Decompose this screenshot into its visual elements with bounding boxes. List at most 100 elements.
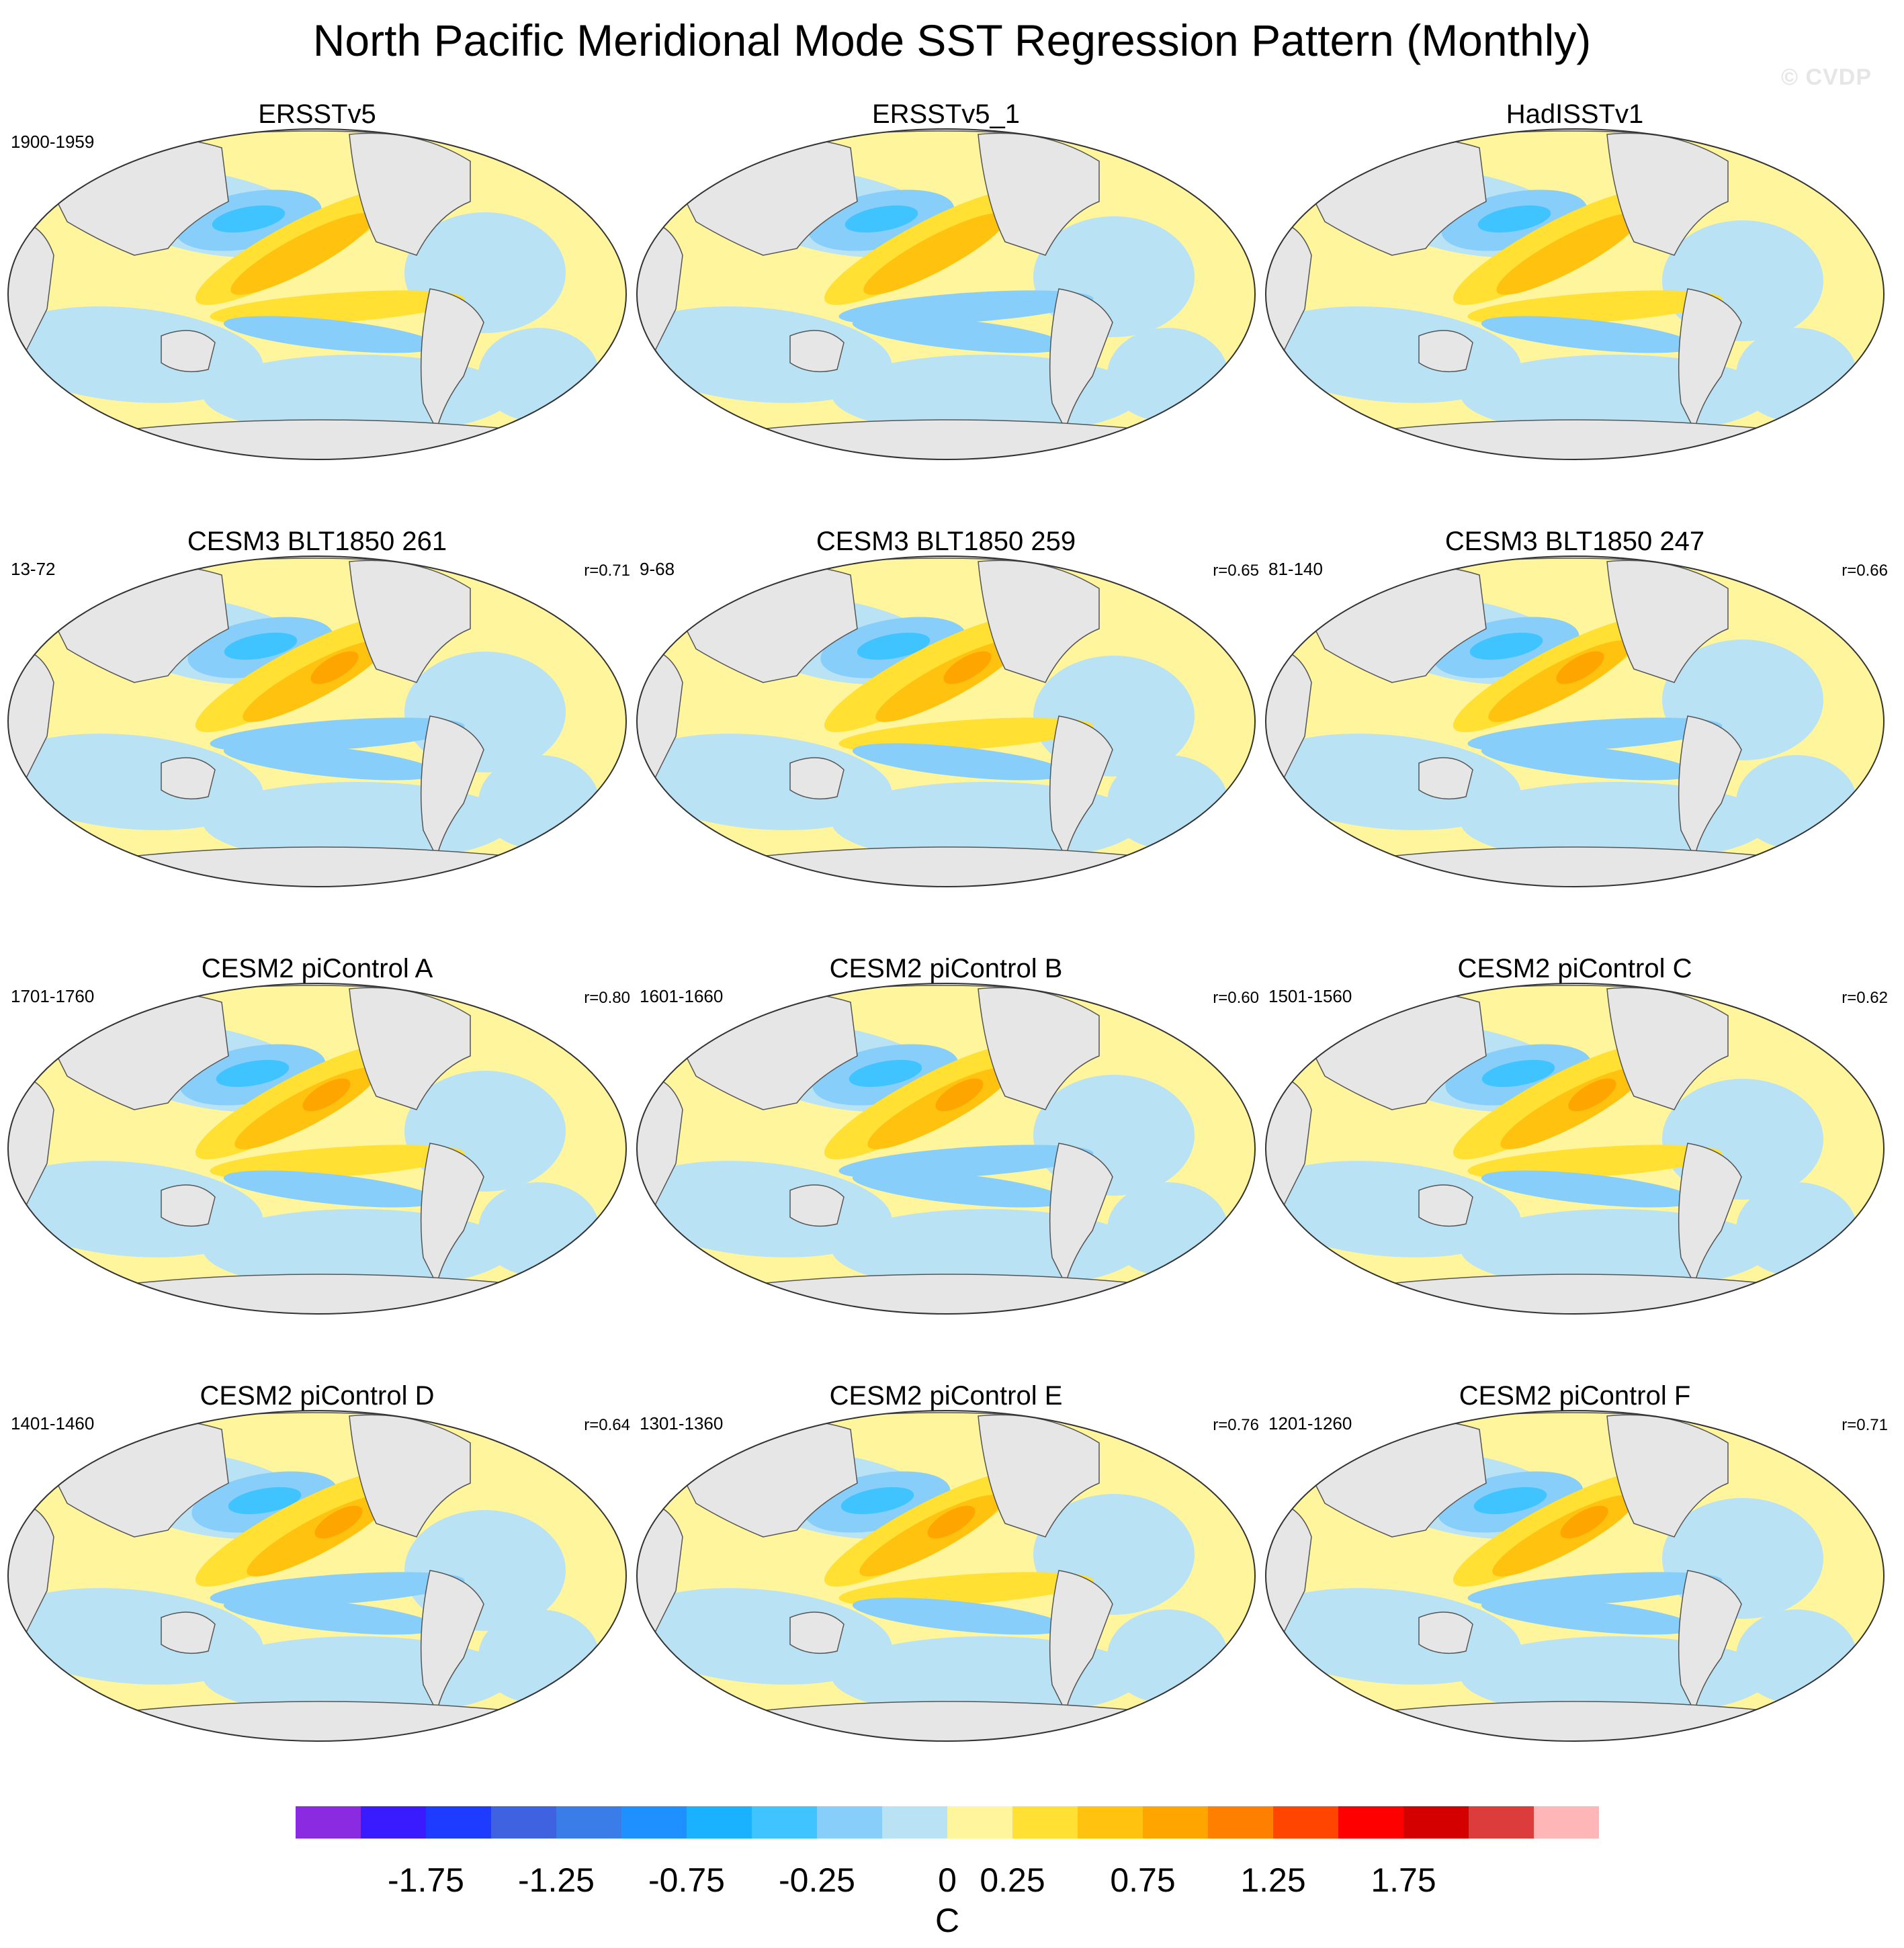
land-australia [789,330,845,373]
colorbar-box [947,1806,1012,1839]
colorbar-box [556,1806,621,1839]
sst-anomaly-negative [1107,1182,1228,1276]
sst-anomaly-negative [1266,1161,1521,1257]
colorbar-box [1273,1806,1338,1839]
colorbar-tick-label: -0.75 [648,1861,725,1899]
map-panel: CESM2 piControl A 1701-1760 r=0.80 [0,854,634,1315]
colorbar-tick-label: 1.75 [1371,1861,1436,1899]
sst-anomaly-positive [1496,213,1640,295]
sst-anomaly-negative [1107,328,1228,422]
map-panel: CESM3 BLT1850 247 81-140 r=0.66 [1258,427,1892,887]
panel-title: CESM2 piControl D [200,1381,435,1411]
sst-anomaly-positive [310,651,359,684]
land-south-america [1678,1570,1742,1714]
sst-anomaly-negative [1266,734,1521,830]
map-panel: CESM2 piControl E 1301-1360 r=0.76 [629,1282,1263,1742]
map-outline [7,128,627,460]
panel-correlation: r=0.76 [1213,1416,1259,1434]
sst-anomaly-negative [224,632,298,660]
sst-anomaly-negative [478,1182,599,1276]
sst-anomaly-negative [223,1597,438,1635]
map-svg [636,1410,1256,1742]
land-south-america [420,1570,484,1714]
sst-anomaly-negative [849,1059,922,1088]
panel-title: CESM2 piControl F [1459,1381,1691,1411]
colorbar-box [882,1806,947,1839]
map-panel: CESM3 BLT1850 261 13-72 r=0.71 [0,427,634,887]
colorbar-boxes [296,1806,1599,1839]
panel-title: CESM3 BLT1850 261 [187,527,447,556]
colorbar-box [1208,1806,1273,1839]
sst-anomaly-negative [1736,328,1857,422]
panel-correlation: r=0.62 [1842,989,1888,1007]
map-outline [1265,983,1885,1315]
land-south-america [1049,1143,1113,1286]
map-svg [636,556,1256,887]
map-panel: ERSSTv5 1900-1959 [0,0,634,460]
land-south-america [1678,1143,1742,1286]
map-svg [1265,1410,1885,1742]
map-svg [7,983,627,1315]
land-australia [1418,330,1473,373]
panel-title: CESM2 piControl B [829,954,1063,983]
sst-anomaly-positive [863,213,1007,295]
colorbar-tick-label: -0.25 [779,1861,855,1899]
map-svg [636,983,1256,1315]
panel-years: 9-68 [640,559,675,579]
map-svg [7,128,627,460]
sst-anomaly-negative [8,306,263,403]
map-outline [1265,1410,1885,1742]
colorbar-box [752,1806,817,1839]
panel-correlation: r=0.64 [584,1416,630,1434]
sst-anomaly-positive [230,213,374,295]
colorbar-tick-label: -1.75 [388,1861,464,1899]
map-outline [7,983,627,1315]
land-south-america [420,1143,484,1286]
colorbar-box [361,1806,426,1839]
map-outline [7,556,627,887]
colorbar-box [1012,1806,1078,1839]
colorbar-box [1143,1806,1208,1839]
panel-title: CESM3 BLT1850 259 [816,527,1076,556]
panel-correlation: r=0.71 [584,562,630,580]
colorbar-box [687,1806,752,1839]
land-australia [789,757,845,800]
colorbar-box [1469,1806,1534,1839]
map-svg [1265,983,1885,1315]
map-panel: CESM2 piControl F 1201-1260 r=0.71 [1258,1282,1892,1742]
map-svg [7,1410,627,1742]
colorbar [296,1806,1599,1843]
sst-anomaly-negative [857,632,931,660]
sst-anomaly-negative [223,743,438,781]
panel-years: 1701-1760 [11,986,95,1006]
sst-anomaly-negative [852,1597,1067,1635]
panel-years: 1501-1560 [1268,986,1352,1006]
sst-anomaly-positive [927,1505,976,1539]
sst-anomaly-negative [8,1588,263,1685]
map-panel: ERSSTv5_1 [629,0,1263,460]
land-south-america [1678,715,1742,859]
sst-anomaly-positive [1560,1505,1608,1539]
sst-anomaly-negative [637,1588,892,1685]
sst-anomaly-positive [1556,651,1604,684]
land-south-america [420,288,484,432]
sst-anomaly-negative [212,205,286,233]
sst-anomaly-negative [852,1170,1067,1208]
sst-anomaly-negative [1473,1487,1547,1515]
land-australia [1418,757,1473,800]
colorbar-box [296,1806,361,1839]
colorbar-unit: C [935,1902,960,1939]
sst-anomaly-positive [935,1078,984,1112]
land-australia [789,1184,845,1227]
colorbar-tick-label: 0.25 [980,1861,1045,1899]
panel-title: ERSSTv5 [258,99,376,129]
sst-anomaly-negative [216,1059,290,1088]
sst-anomaly-negative [1481,1059,1555,1088]
map-outline [7,1410,627,1742]
map-outline [1265,556,1885,887]
colorbar-tick-label: -1.25 [518,1861,595,1899]
sst-anomaly-negative [8,734,263,830]
panel-correlation: r=0.80 [584,989,630,1007]
colorbar-tick-label: 0 [938,1861,957,1899]
colorbar-box [1534,1806,1599,1839]
